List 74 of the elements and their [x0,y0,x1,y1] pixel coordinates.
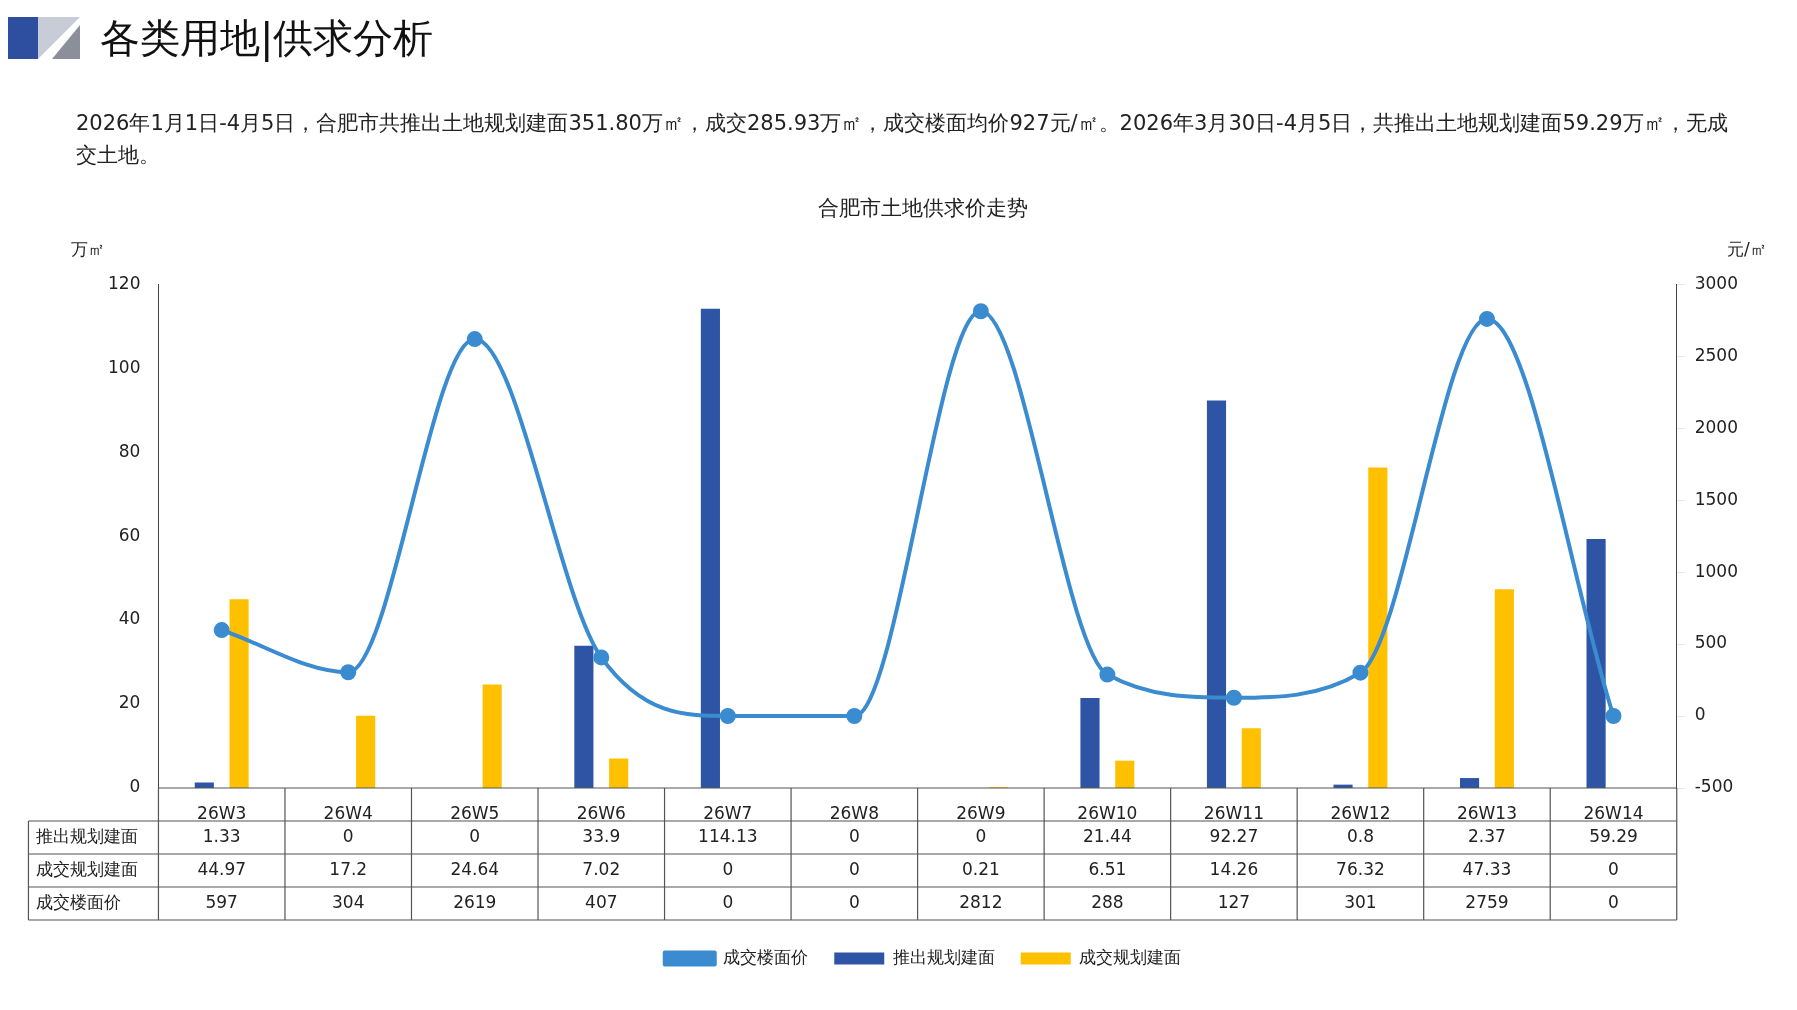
data-label: 92.27 [1209,825,1259,846]
data-label: 24.64 [450,858,500,879]
y2-tick-label: 2000 [1694,416,1738,437]
data-label: 76.32 [1336,858,1385,879]
data-label: 114.13 [698,825,758,846]
data-label: 47.33 [1462,858,1512,879]
text: 各类用地|供求分析 [100,13,434,64]
data-label: 14.26 [1209,858,1259,879]
y2-tick-label: -500 [1694,776,1734,797]
text: 推出规划建面 [36,825,139,846]
y-tick-label: 120 [107,272,141,293]
legend-label: 成交楼面价 [723,946,809,967]
y-tick-label: 20 [118,692,141,713]
data-label: 2759 [1465,891,1509,912]
text: 2026年1月1日-4月5日，合肥市共推出土地规划建面351.80万㎡，成交285.93万㎡，成交楼面均价927元/㎡。2026年3月30日-4月5日，共推出土地规划建面59.29万㎡，无成交土地。 [76,110,1728,169]
data-label: 0 [1608,891,1619,912]
chart-title: 合肥市土地供求价走势 [818,196,1028,221]
data-label: 0 [342,825,354,846]
data-label: 407 [585,891,618,912]
data-label: 2812 [959,891,1003,912]
x-tick-label: 26W6 [576,802,626,823]
text: 成交楼面价 [36,891,122,912]
data-label: 17.2 [329,858,368,879]
y2-tick-label: 3000 [1694,272,1738,293]
x-tick-label: 26W5 [450,802,500,823]
data-label: 0 [722,891,734,912]
data-label: 0 [848,825,860,846]
y2-tick-label: 0 [1694,704,1706,725]
data-label: 59.29 [1589,825,1638,846]
x-tick-label: 26W13 [1456,802,1517,823]
data-label: 33.9 [582,825,621,846]
legend-label: 推出规划建面 [892,946,995,967]
x-tick-label: 26W9 [956,802,1006,823]
x-tick-label: 26W7 [703,802,753,823]
data-label: 288 [1091,891,1124,912]
y-tick-label: 0 [129,776,141,797]
y2-tick-label: 500 [1694,632,1728,653]
data-label: 0.21 [961,858,1000,879]
data-label: 7.02 [582,858,621,879]
legend-label: 成交规划建面 [1079,946,1182,967]
data-label: 127 [1217,891,1251,912]
x-tick-label: 26W11 [1203,802,1264,823]
y-tick-label: 100 [107,356,141,377]
y-tick-label: 60 [118,524,141,545]
y-axis-title: 万㎡ [71,238,106,259]
y2-axis-title: 元/㎡ [1726,238,1767,259]
data-label: 2619 [453,891,497,912]
data-label: 1.33 [202,825,241,846]
data-label: 0 [722,858,734,879]
data-label: 301 [1344,891,1377,912]
x-tick-label: 26W3 [197,802,247,823]
data-label: 304 [332,891,365,912]
x-tick-label: 26W12 [1330,802,1391,823]
data-label: 0 [848,858,860,879]
data-label: 2.37 [1468,825,1506,846]
data-label: 0 [848,891,860,912]
data-label: 0 [469,825,481,846]
y-tick-label: 40 [118,608,141,629]
x-tick-label: 26W8 [829,802,879,823]
data-label: 6.51 [1088,858,1127,879]
x-tick-label: 26W10 [1077,802,1138,823]
x-tick-label: 26W4 [323,802,373,823]
data-label: 0.8 [1346,825,1374,846]
data-label: 21.44 [1083,825,1132,846]
text: 成交规划建面 [36,858,139,879]
data-label: 0 [975,825,987,846]
y-tick-label: 80 [118,440,141,461]
y2-tick-label: 1000 [1694,560,1738,581]
y2-tick-label: 2500 [1694,344,1738,365]
y2-tick-label: 1500 [1694,488,1738,509]
data-label: 0 [1608,858,1619,879]
data-label: 44.97 [197,858,247,879]
x-tick-label: 26W14 [1583,802,1644,823]
data-label: 597 [205,891,238,912]
